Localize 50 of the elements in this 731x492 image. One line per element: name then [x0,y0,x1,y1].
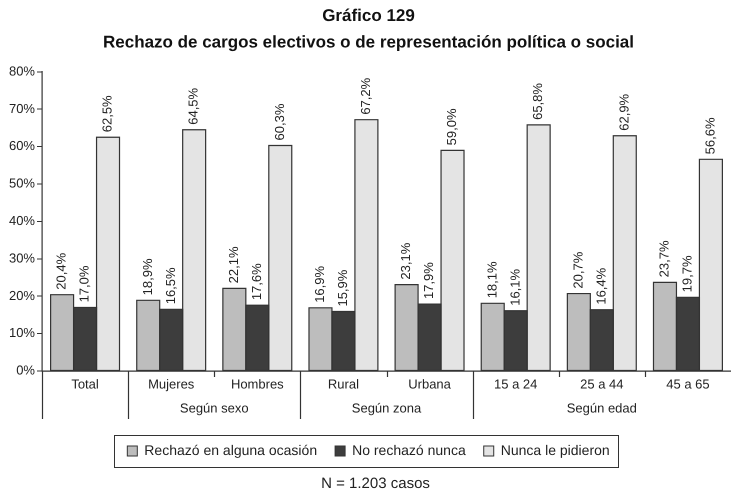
chart-title: Gráfico 129 [322,6,415,25]
data-label: 16,9% [312,265,328,303]
legend-label: Rechazó en alguna ocasión [144,442,318,458]
chart-subtitle: Rechazo de cargos electivos o de representación política o social [103,32,634,52]
data-label: 65,8% [530,82,546,120]
data-label: 60,3% [272,103,287,140]
data-label: 18,1% [484,261,500,298]
legend-label: No rechazó nunca [352,442,466,458]
data-label: 22,1% [226,246,241,284]
x-tick-label: 15 a 24 [494,376,538,392]
x-tick-label: 25 a 44 [580,376,624,392]
data-label: 15,9% [335,269,350,307]
y-tick-label: 40% [8,212,36,228]
data-label: 62,9% [616,93,632,131]
text: Según edad [566,400,637,416]
y-tick-label: 80% [8,63,36,78]
y-tick-label: 20% [8,288,36,303]
x-tick-label: Mujeres [148,376,195,392]
y-tick-label: 70% [8,100,36,116]
data-label: 56,6% [702,117,718,154]
data-label: 23,7% [656,240,672,278]
data-label: 64,5% [186,87,201,125]
x-tick-label: 45 a 65 [666,376,710,392]
y-tick-label: 50% [8,176,36,191]
y-tick-label: 60% [8,138,36,154]
data-label: 19,7% [680,255,695,292]
text: N = 1.203 casos [321,475,430,492]
data-label: 17,0% [76,265,92,302]
x-tick-label: Rural [328,376,360,392]
text: Según zona [352,400,422,416]
data-label: 62,5% [100,94,115,132]
data-label: 20,7% [570,251,586,289]
y-tick-label: 0% [16,362,36,378]
data-label: 67,2% [358,77,373,115]
data-label: 16,4% [593,267,608,305]
data-label: 16,5% [162,266,178,304]
data-label: 20,4% [54,252,69,290]
data-label: 59,0% [444,108,460,146]
y-tick-label: 30% [8,250,36,266]
data-label: 23,1% [398,242,414,280]
legend-label: Nunca le pidieron [500,442,610,458]
data-label: 17,6% [248,262,264,300]
data-label: 18,9% [140,258,155,296]
y-tick-label: 10% [8,325,36,340]
data-label: 17,9% [421,262,436,300]
text: Según sexo [180,400,249,416]
x-tick-label: Hombres [230,376,284,392]
x-tick-label: Total [71,376,99,392]
data-label: 16,1% [507,268,522,306]
x-tick-label: Urbana [408,376,452,392]
